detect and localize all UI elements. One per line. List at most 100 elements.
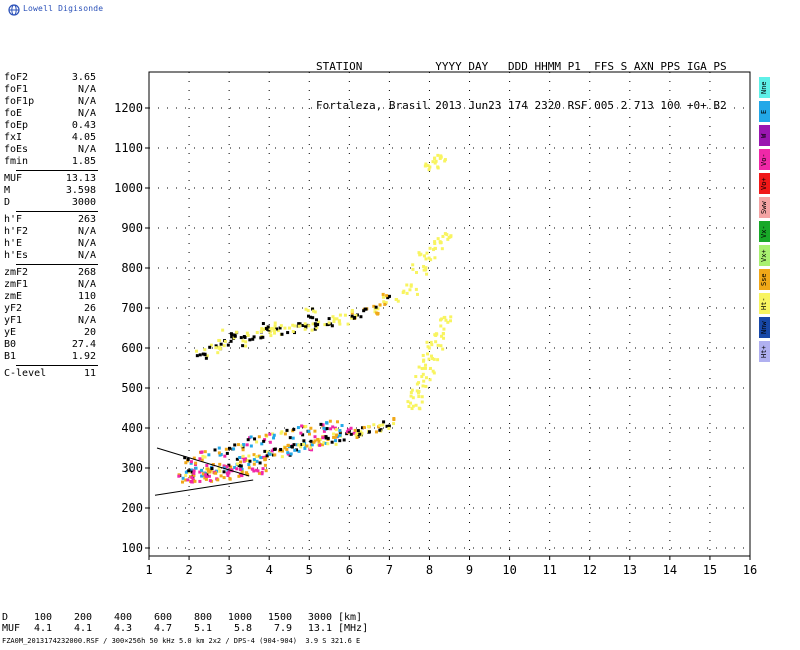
echo-point [293,324,297,328]
echo-point [279,431,283,435]
echo-point [261,335,265,339]
echo-point [442,336,446,340]
echo-point [431,369,435,373]
echo-point [373,310,377,314]
echo-point [436,237,440,241]
echo-point [318,443,322,447]
y-tick-label: 500 [121,381,143,395]
echo-point [353,428,357,432]
echo-point [303,327,307,331]
echo-point [273,324,277,328]
echo-point [261,467,265,471]
echo-point [431,357,435,361]
echo-point [201,472,205,476]
echo-point [245,471,249,475]
echo-point [323,323,327,327]
echo-point [248,459,252,463]
echo-point [292,443,296,447]
logo-text: Lowell Digisonde [23,4,104,13]
param-row: fxI 4.05 [2,132,98,144]
echo-point [286,451,290,455]
echo-point [221,328,225,332]
echo-point [332,320,336,324]
param-row: D 3000 [2,197,98,209]
echo-point [310,443,314,447]
echo-point [218,345,222,349]
echo-point [249,444,253,448]
echo-point [426,352,430,356]
echo-point [225,451,229,455]
echo-point [442,315,446,319]
echo-point [243,335,247,339]
echo-point [337,320,341,324]
legend-label: Nnw [760,321,768,334]
param-value: N/A [77,144,96,155]
x-tick-label: 16 [743,563,757,577]
x-tick-label: 1 [145,563,152,577]
echo-point [374,305,378,309]
echo-point [208,470,212,474]
param-row: C-level 11 [2,368,98,380]
echo-point [218,462,222,466]
param-row: zmF1 N/A [2,279,98,291]
echo-point [409,391,413,395]
echo-point [432,371,436,375]
echo-point [276,329,280,333]
param-label: B0 [4,339,17,350]
echo-point [311,316,315,320]
echo-point [321,436,325,440]
echo-point [189,460,193,464]
echo-point [439,344,443,348]
echo-point [226,474,230,478]
echo-point [227,463,231,467]
echo-point [444,318,448,322]
echo-point [192,456,196,460]
echo-point [219,342,223,346]
parameters-panel: foF2 3.65 foF1 N/A foF1p N/A foE N/A foEp 0.43 fxI… [2,72,98,380]
echo-point [322,426,326,430]
muf-cell: 1000 [227,612,252,623]
echo-point [240,444,244,448]
echo-point [374,430,378,434]
echo-point [272,328,276,332]
param-value: 3.598 [65,185,96,196]
echo-point [434,340,438,344]
param-label: yF1 [4,315,23,326]
echo-point [381,423,385,427]
echo-point [392,417,396,421]
echo-point [285,447,289,451]
param-value: 0.43 [71,120,96,131]
echo-point [405,291,409,295]
echo-point [433,240,437,244]
echo-point [244,344,248,348]
echo-point [355,313,359,317]
echo-point [382,300,386,304]
echo-point [354,314,358,318]
param-label: foEs [4,144,29,155]
echo-point [436,358,440,362]
echo-point [266,450,270,454]
echo-point [233,443,237,447]
echo-point [420,367,424,371]
echo-point [417,390,421,394]
echo-point [270,326,274,330]
param-value: 3.65 [71,72,96,83]
echo-point [224,447,228,451]
muf-cell: 600 [153,612,172,623]
echo-point [201,454,205,458]
echo-point [387,426,391,430]
x-tick-label: 10 [502,563,516,577]
echo-point [260,442,264,446]
echo-point [355,435,359,439]
echo-point [366,425,370,429]
echo-point [422,254,426,258]
x-tick-label: 2 [185,563,192,577]
echo-point [181,480,185,484]
param-row: M 3.598 [2,185,98,197]
echo-point [223,339,227,343]
echo-point [426,164,430,168]
echo-point [309,315,313,319]
echo-point [259,330,263,334]
echo-point [316,323,320,327]
echo-point [307,324,311,328]
